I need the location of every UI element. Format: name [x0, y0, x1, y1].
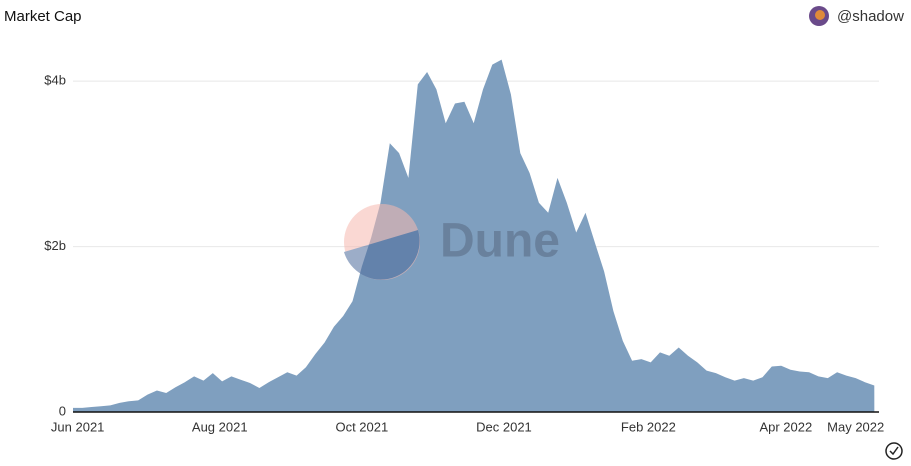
done-icon-check: [889, 446, 899, 456]
avatar[interactable]: [809, 6, 829, 26]
area: [73, 59, 875, 412]
x-tick-label: Apr 2022: [759, 419, 812, 434]
y-tick-label: $2b: [44, 238, 66, 253]
x-tick-label: Aug 2021: [192, 419, 248, 434]
x-tick-label: Oct 2021: [335, 419, 388, 434]
done-icon[interactable]: [885, 442, 903, 460]
x-tick-label: Dec 2021: [476, 419, 532, 434]
y-tick-label: $4b: [44, 73, 66, 88]
x-tick-label: Jun 2021: [51, 419, 105, 434]
author[interactable]: @shadow: [837, 8, 904, 25]
watermark: Dune: [440, 215, 560, 268]
x-tick-label: Feb 2022: [621, 419, 676, 434]
watermark-group: Dune: [344, 204, 560, 280]
x-tick-label: May 2022: [827, 419, 884, 434]
done-icon-circle: [885, 442, 903, 460]
y-tick-label: 0: [59, 403, 66, 418]
marks: [73, 59, 879, 413]
avatar-face: [815, 10, 825, 20]
chart-title: Market Cap: [4, 8, 82, 25]
watermark-logo-part: [344, 230, 420, 280]
